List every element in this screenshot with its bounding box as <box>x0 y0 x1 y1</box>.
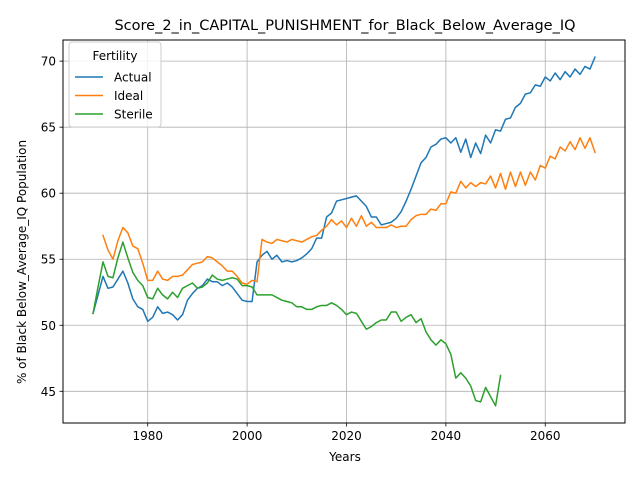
legend-label-actual: Actual <box>114 71 152 85</box>
series-line-ideal <box>102 136 596 286</box>
chart-title: Score_2_in_CAPITAL_PUNISHMENT_for_Black_… <box>114 18 575 34</box>
y-tick-label: 60 <box>41 187 56 201</box>
y-axis-ticks: 45 50 55 60 65 70 <box>41 55 63 399</box>
legend-box <box>68 41 162 128</box>
x-axis-ticks: 1980 2000 2020 2040 2060 <box>132 423 561 443</box>
x-axis-label: Years <box>328 450 361 464</box>
series-line-sterile <box>92 241 502 407</box>
y-axis-label: % of Black Below_Average_IQ Population <box>15 140 29 384</box>
y-tick-label: 50 <box>41 319 56 333</box>
x-tick-label: 2000 <box>232 429 263 443</box>
x-tick-label: 2040 <box>431 429 462 443</box>
plot-area-frame <box>62 39 626 424</box>
x-tick-label: 2020 <box>331 429 362 443</box>
legend: Fertility Actual Ideal Sterile <box>68 41 162 128</box>
y-tick-label: 45 <box>41 385 56 399</box>
series-line-actual <box>92 56 596 323</box>
x-tick-label: 1980 <box>132 429 163 443</box>
y-tick-label: 55 <box>41 253 56 267</box>
series-lines <box>92 56 596 407</box>
legend-title: Fertility <box>92 49 137 63</box>
y-tick-label: 70 <box>41 55 56 69</box>
legend-label-sterile: Sterile <box>114 108 153 122</box>
x-tick-label: 2060 <box>530 429 561 443</box>
y-tick-label: 65 <box>41 121 56 135</box>
legend-label-ideal: Ideal <box>114 89 143 103</box>
